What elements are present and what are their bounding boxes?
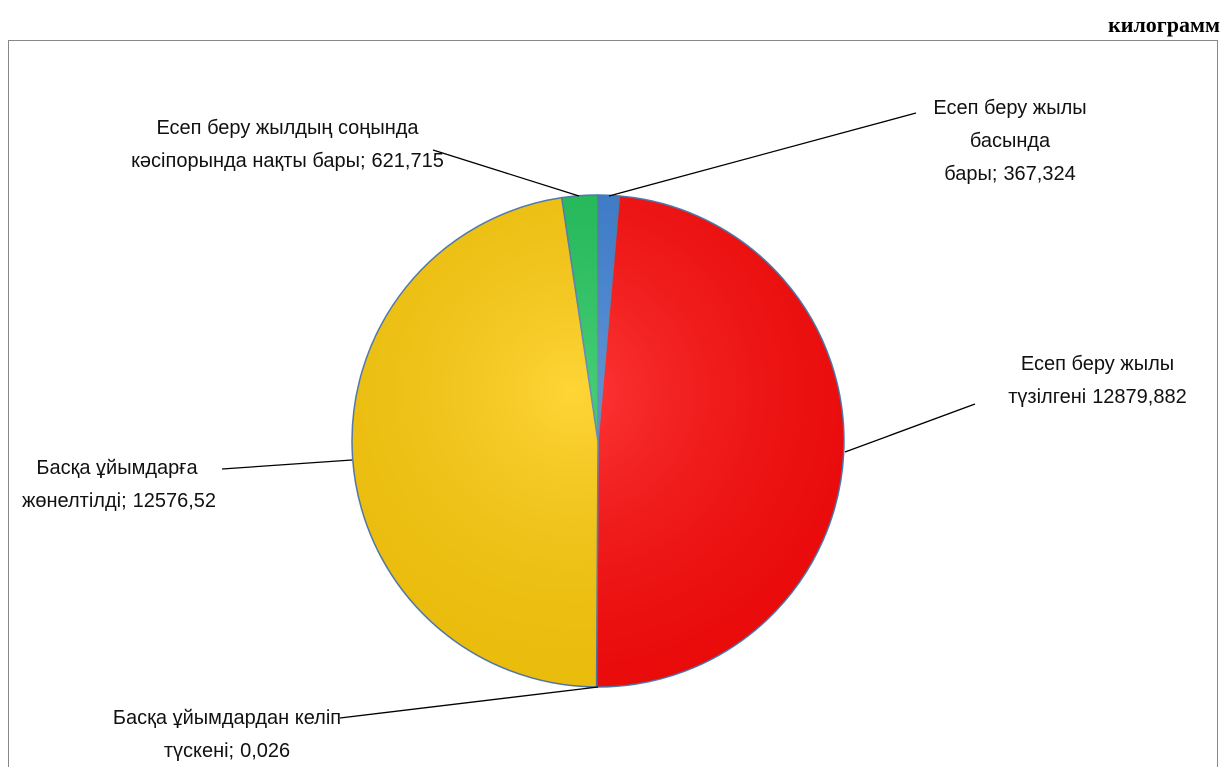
label-category: Басқа ұйымдарға жөнелтілді; <box>22 457 198 512</box>
label-value: 12879,882 <box>1092 386 1187 408</box>
data-label: Басқа ұйымдардан келіп түскені; 0,026 <box>112 702 342 767</box>
data-label: Есеп беру жылдың соңында кәсіпорында нақ… <box>120 112 455 178</box>
label-value: 12576,52 <box>132 490 217 512</box>
label-category: Есеп беру жылы түзілгені <box>1008 353 1175 408</box>
chart-frame <box>8 40 1218 767</box>
leader-line <box>844 403 976 453</box>
data-label: Есеп беру жылы басында бары; 367,324 <box>925 92 1095 191</box>
leader-line <box>608 112 917 197</box>
leader-line <box>339 686 599 719</box>
data-label: Есеп беру жылы түзілгені 12879,882 <box>990 348 1205 414</box>
label-category: Басқа ұйымдардан келіп түскені; <box>112 707 342 762</box>
data-label: Басқа ұйымдарға жөнелтілді; 12576,52 <box>22 452 216 518</box>
pie-slice <box>595 195 845 688</box>
label-category: Есеп беру жылы басында бары; <box>933 97 1087 185</box>
pie-slice <box>351 196 599 688</box>
label-category: Есеп беру жылдың соңында кәсіпорында нақ… <box>131 117 419 172</box>
leader-line <box>221 459 353 470</box>
unit-label: килограмм <box>1108 12 1220 37</box>
label-value: 367,324 <box>1003 163 1076 185</box>
label-value: 621,715 <box>371 150 444 172</box>
leader-line <box>432 149 580 197</box>
label-value: 0,026 <box>240 740 291 762</box>
